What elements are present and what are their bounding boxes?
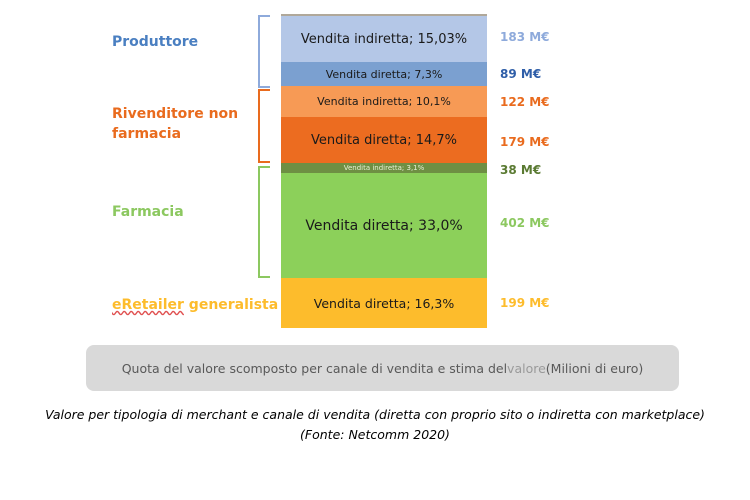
segment-label: Vendita indiretta; 3,1% <box>343 164 425 172</box>
value-label-89: 89 M€ <box>500 67 542 81</box>
category-label-produttore: Produttore <box>112 34 199 50</box>
segment-rivenditore-diretta: Vendita diretta; 14,7% <box>281 117 487 163</box>
segment-label: Vendita diretta; 33,0% <box>305 217 463 234</box>
legend-text-b: valore <box>507 360 546 376</box>
legend-box: Quota del valore scomposto per canale di… <box>86 345 679 391</box>
generalista-word: generalista <box>183 297 279 313</box>
segment-eretailer-diretta: Vendita diretta; 16,3% <box>281 278 487 328</box>
segment-farmacia-diretta: Vendita diretta; 33,0% <box>281 173 487 278</box>
segment-produttore-indiretta: Vendita indiretta; 15,03% <box>281 14 487 62</box>
eretailer-word: eRetailer <box>112 297 184 313</box>
segment-label: Vendita diretta; 16,3% <box>313 295 455 311</box>
category-label-rivenditore-line1: Rivenditore non <box>112 106 239 122</box>
segment-rivenditore-indiretta: Vendita indiretta; 10,1% <box>281 86 487 117</box>
value-label-199: 199 M€ <box>500 296 550 310</box>
category-label-rivenditore-line2: farmacia <box>112 126 182 142</box>
value-label-122: 122 M€ <box>500 95 550 109</box>
segment-label: Vendita diretta; 14,7% <box>310 132 458 148</box>
value-label-402: 402 M€ <box>500 216 550 230</box>
category-label-eretailer: eRetailer generalista <box>112 295 278 315</box>
bracket-farmacia <box>258 166 270 278</box>
value-label-183: 183 M€ <box>500 30 550 44</box>
legend-text-c: (Milioni di euro) <box>545 360 644 376</box>
segment-farmacia-indiretta: Vendita indiretta; 3,1% <box>281 163 487 173</box>
category-label-farmacia: Farmacia <box>112 204 184 220</box>
legend-text-a: Quota del valore scomposto per canale di… <box>121 360 508 376</box>
caption-line1: Valore per tipologia di merchant e canal… <box>45 407 705 422</box>
bracket-produttore <box>258 15 270 88</box>
value-label-38: 38 M€ <box>500 163 542 177</box>
segment-label: Vendita indiretta; 10,1% <box>317 95 451 108</box>
segment-produttore-diretta: Vendita diretta; 7,3% <box>281 62 487 86</box>
category-label-rivenditore: Rivenditore non farmacia <box>112 104 238 144</box>
stacked-bar: Vendita indiretta; 15,03% Vendita dirett… <box>281 14 487 328</box>
segment-label: Vendita diretta; 7,3% <box>325 67 443 81</box>
segment-label: Vendita indiretta; 15,03% <box>300 31 468 47</box>
caption-source: (Fonte: Netcomm 2020) <box>300 427 450 442</box>
bracket-rivenditore <box>258 89 270 163</box>
value-label-179: 179 M€ <box>500 135 550 149</box>
